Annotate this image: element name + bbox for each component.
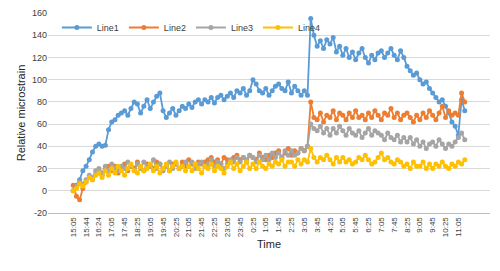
svg-text:20: 20 (37, 164, 47, 174)
svg-text:Line2: Line2 (164, 23, 186, 33)
svg-text:21:45: 21:45 (197, 217, 206, 238)
svg-text:11:05: 11:05 (454, 217, 463, 237)
svg-text:21:05: 21:05 (184, 217, 193, 238)
svg-text:6:25: 6:25 (364, 217, 373, 233)
svg-text:-20: -20 (34, 208, 47, 218)
svg-text:4:25: 4:25 (326, 217, 335, 233)
svg-text:19:45: 19:45 (159, 217, 168, 238)
svg-text:Relative microstrain: Relative microstrain (15, 65, 27, 162)
svg-text:23:05: 23:05 (223, 217, 232, 238)
svg-text:160: 160 (32, 8, 47, 18)
svg-text:20:25: 20:25 (172, 217, 181, 238)
svg-text:1:05: 1:05 (261, 217, 270, 233)
svg-text:18:25: 18:25 (133, 217, 142, 238)
svg-text:40: 40 (37, 141, 47, 151)
svg-text:1:45: 1:45 (274, 217, 283, 233)
svg-text:140: 140 (32, 30, 47, 40)
svg-text:17:45: 17:45 (120, 217, 129, 238)
svg-text:16:24: 16:24 (95, 217, 104, 238)
svg-text:9:45: 9:45 (428, 217, 437, 233)
svg-text:22:25: 22:25 (210, 217, 219, 238)
svg-text:0:25: 0:25 (249, 217, 258, 233)
svg-text:17:05: 17:05 (107, 217, 116, 238)
svg-text:7:05: 7:05 (377, 217, 386, 233)
svg-text:15:44: 15:44 (82, 217, 91, 238)
svg-text:5:45: 5:45 (351, 217, 360, 233)
svg-text:0: 0 (42, 186, 47, 196)
svg-text:Time: Time (257, 238, 281, 250)
svg-text:23:45: 23:45 (236, 217, 245, 238)
svg-text:7:45: 7:45 (390, 217, 399, 233)
svg-text:3:45: 3:45 (313, 217, 322, 233)
svg-text:8:25: 8:25 (403, 217, 412, 233)
svg-text:10:25: 10:25 (441, 217, 450, 238)
svg-text:3:05: 3:05 (300, 217, 309, 233)
svg-text:9:05: 9:05 (415, 217, 424, 233)
svg-text:15:05: 15:05 (69, 217, 78, 238)
svg-text:19:05: 19:05 (146, 217, 155, 238)
svg-text:2:25: 2:25 (287, 217, 296, 233)
svg-text:Line1: Line1 (97, 23, 119, 33)
svg-text:120: 120 (32, 53, 47, 63)
svg-text:5:05: 5:05 (338, 217, 347, 233)
svg-text:80: 80 (37, 97, 47, 107)
svg-text:Line3: Line3 (231, 23, 253, 33)
svg-text:60: 60 (37, 119, 47, 129)
svg-text:100: 100 (32, 75, 47, 85)
svg-text:Line4: Line4 (298, 23, 320, 33)
